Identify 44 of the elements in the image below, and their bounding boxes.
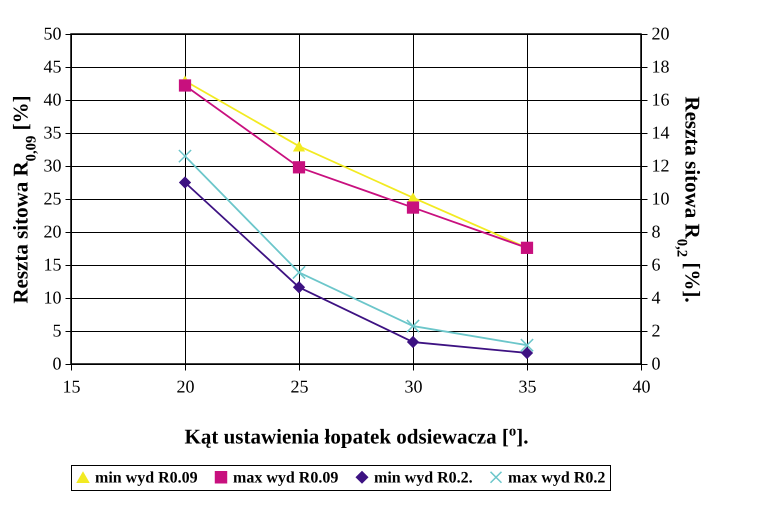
y-tick-label: 30 bbox=[44, 156, 62, 176]
point bbox=[520, 338, 534, 352]
y2-tick-label: 0 bbox=[652, 354, 660, 374]
y2-tick-label: 14 bbox=[652, 122, 670, 142]
point bbox=[292, 281, 306, 294]
point bbox=[178, 149, 192, 163]
y2-tick-label: 16 bbox=[652, 90, 670, 110]
x-tick-label: 35 bbox=[518, 376, 536, 396]
point bbox=[292, 161, 306, 174]
y2-tick-label: 8 bbox=[652, 222, 660, 242]
x-tick-label: 30 bbox=[404, 376, 422, 396]
x-axis-title: Kąt ustawienia łopatek odsiewacza [$^{o}$]. bbox=[184, 424, 528, 448]
y-tick-label: 25 bbox=[44, 188, 62, 208]
y-tick-label: 15 bbox=[44, 254, 62, 274]
y-tick-label: 0 bbox=[52, 354, 62, 374]
point bbox=[406, 201, 420, 214]
point bbox=[292, 140, 306, 152]
y-tick-label: 10 bbox=[44, 288, 62, 308]
point bbox=[406, 319, 420, 333]
point bbox=[406, 336, 420, 348]
y-tick-label: 5 bbox=[52, 320, 62, 340]
y2-tick-label: 12 bbox=[652, 156, 670, 176]
x-tick-label: 20 bbox=[176, 376, 194, 396]
y2-tick-label: 10 bbox=[652, 188, 670, 208]
legend-label: max wyd R0.09 bbox=[233, 469, 338, 486]
y2-tick-label: 6 bbox=[652, 254, 660, 274]
y-tick-label: 45 bbox=[44, 56, 62, 76]
x-tick-label: 25 bbox=[290, 376, 308, 396]
y-tick-label: 50 bbox=[44, 24, 62, 44]
x-tick-label: 40 bbox=[632, 376, 650, 396]
legend-label: max wyd R0.2 bbox=[508, 469, 606, 486]
legend-label: min wyd R0.09 bbox=[95, 470, 198, 486]
y2-tick-label: 20 bbox=[652, 24, 670, 44]
y-tick-label: 20 bbox=[44, 222, 62, 242]
y2-tick-label: 4 bbox=[652, 288, 660, 308]
point bbox=[178, 176, 192, 189]
y-tick-label: 35 bbox=[44, 122, 62, 142]
legend-label: min wyd R0.2. bbox=[374, 469, 473, 486]
y2-tick-label: 2 bbox=[652, 320, 660, 340]
point bbox=[292, 266, 306, 280]
y-tick-label: 40 bbox=[44, 90, 62, 110]
point bbox=[178, 79, 192, 92]
point bbox=[520, 346, 534, 360]
y2-tick-label: 18 bbox=[652, 56, 670, 76]
